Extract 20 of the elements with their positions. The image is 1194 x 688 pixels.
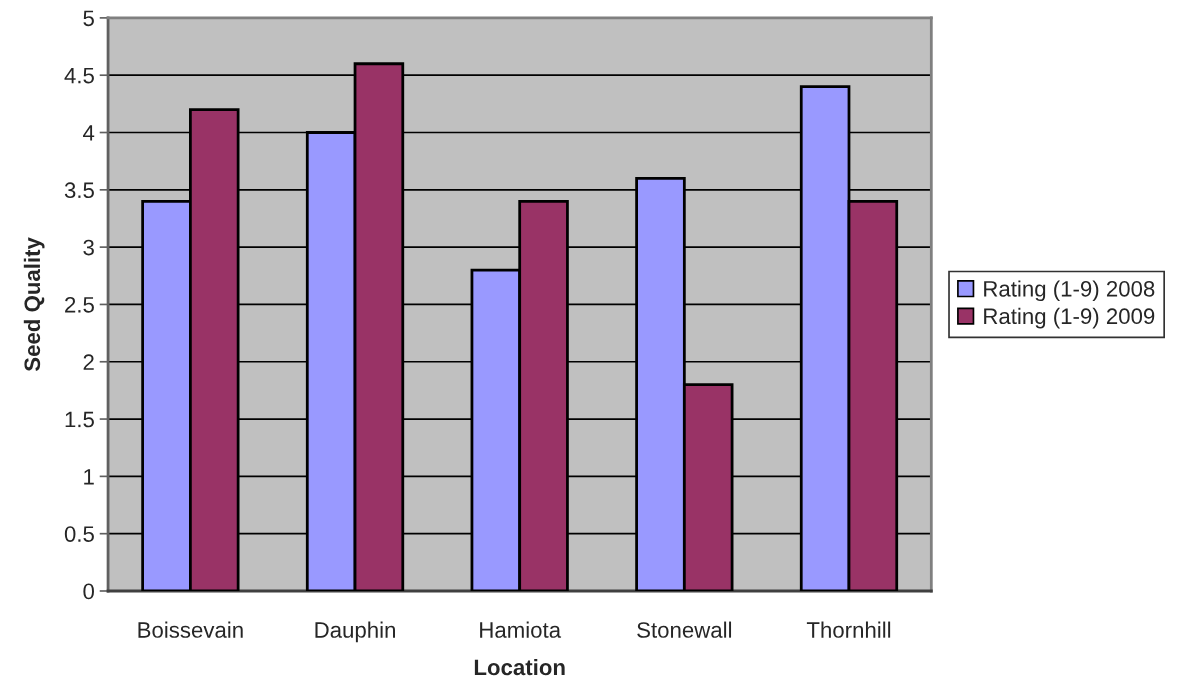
x-tick-label: Hamiota (480, 621, 562, 638)
y-tick-label: 4 (83, 125, 95, 141)
x-tick-label: Dauphin (315, 621, 395, 643)
y-tick-label: 2 (83, 354, 94, 370)
legend-label: Rating (1-9) 2008 (984, 280, 1155, 302)
y-tick-label: 1 (84, 469, 94, 485)
y-tick-label: 4.5 (64, 67, 94, 84)
x-tick-label: Boissevain (138, 621, 243, 638)
x-tick-label: Thornhill (806, 621, 891, 638)
y-axis-title: Seed Quality (23, 237, 45, 372)
y-tick-label: 0.5 (64, 526, 94, 542)
x-axis-title: Location (474, 658, 565, 676)
legend-label: Rating (1-9) 2009 (984, 307, 1155, 329)
y-tick-label: 2.5 (65, 296, 94, 313)
y-tick-label: 3 (83, 239, 94, 256)
y-tick-label: 3.5 (64, 182, 94, 199)
y-tick-label: 0 (83, 583, 94, 600)
y-tick-label: 5 (83, 10, 94, 27)
y-tick-label: 1.5 (65, 411, 94, 428)
x-tick-label: Stonewall (637, 621, 732, 638)
